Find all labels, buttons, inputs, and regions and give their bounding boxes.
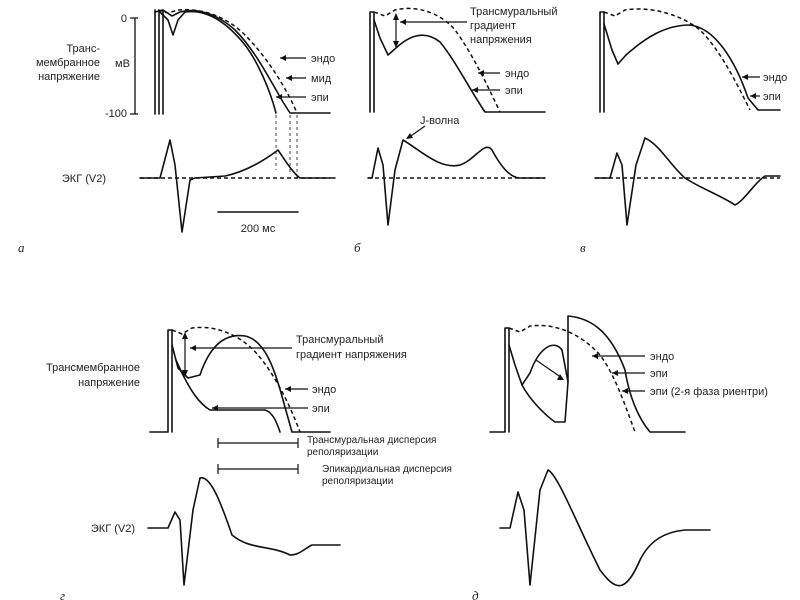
ecg-label-a: ЭКГ (V2): [62, 173, 106, 185]
epi-reentry-ap-curve-d: [508, 315, 686, 433]
reentry-arrowhead: [557, 374, 564, 380]
ecg-label-g: ЭКГ (V2): [91, 523, 135, 535]
panel-g: Трансмембранное напряжение Трансмуральны…: [46, 326, 452, 600]
transmembrane-label-g-line2: напряжение: [78, 377, 140, 389]
endo-arrowhead: [280, 55, 286, 61]
epi-ap-curve-b: [373, 19, 546, 113]
epi-ap-curve-c: [603, 23, 781, 111]
transmembrane-label-line1: Транс-: [66, 43, 100, 55]
ecg-trace-c: [594, 137, 781, 226]
endo-ap-curve-g: [171, 326, 301, 433]
panel-label-c: в: [580, 240, 586, 255]
endo-arrowhead-c: [742, 74, 748, 80]
panel-b: Трансмуральный градиент напряжения эндо …: [354, 6, 557, 255]
panel-c: эндо эпи в: [580, 8, 787, 255]
jwave-label: J-волна: [420, 115, 460, 127]
tick-minus100: -100: [105, 108, 127, 120]
epi-arrowhead-d: [612, 370, 618, 376]
transmembrane-label-g-line1: Трансмембранное: [46, 362, 140, 374]
mid-arrowhead: [286, 75, 292, 81]
transmural-dispersion-line1: Трансмуральная дисперсия: [307, 435, 436, 446]
tick-zero: 0: [121, 13, 127, 25]
upstroke-c: [599, 11, 605, 113]
upstroke-lines: [154, 9, 164, 115]
panel-label-g: г: [60, 588, 65, 600]
reentry-arrow: [535, 359, 563, 379]
panel-d: эндо эпи эпи (2-я фаза риентри) д: [472, 315, 768, 600]
epi-arrowhead: [276, 94, 282, 100]
endo-label-g: эндо: [312, 384, 336, 396]
projection-lines: [275, 115, 298, 178]
endo-arrowhead-g: [285, 386, 291, 392]
gradient-pointer-head-g: [190, 345, 196, 351]
gradient-label-line3: напряжения: [470, 34, 532, 46]
epi-label-c: эпи: [763, 91, 781, 103]
epi-arrowhead-g: [212, 405, 218, 411]
gradient-label-line2: градиент: [470, 20, 516, 32]
gradient-pointer-head: [400, 19, 406, 25]
endo-label-c: эндо: [763, 72, 787, 84]
mid-ap-curve: [157, 8, 298, 114]
transmural-dispersion-line2: реполяризации: [307, 447, 378, 458]
epi-ap-curve: [159, 10, 277, 114]
upstroke-g: [149, 329, 173, 433]
epi-repolarization-g: [175, 359, 281, 433]
endo-label-d: эндо: [650, 351, 674, 363]
epicardial-dispersion-line2: реполяризации: [322, 476, 393, 487]
endo-arrowhead-d: [592, 353, 598, 359]
panel-label-b: б: [354, 240, 361, 255]
endo-ap-curve: [154, 9, 331, 114]
epi-arrowhead-c: [750, 93, 756, 99]
transmural-dispersion-ticks: [217, 438, 299, 448]
epi-label-a: эпи: [311, 92, 329, 104]
epicardial-dispersion-ticks: [217, 464, 299, 474]
panel-a: Транс- мембранное напряжение мВ 0 -100 э…: [18, 8, 336, 255]
epi-ap-curve-d: [521, 381, 569, 423]
epi-label-g: эпи: [312, 403, 330, 415]
upstroke-b: [369, 11, 375, 113]
ecg-trace-g: [147, 477, 341, 586]
epi-reentry-label: эпи (2-я фаза риентри): [650, 386, 768, 398]
epi-label-b: эпи: [505, 85, 523, 97]
transmembrane-label-line2: мембранное: [36, 57, 100, 69]
gradient-arrowheads: [393, 13, 399, 48]
endo-label-b: эндо: [505, 68, 529, 80]
epi-ap-curve-g: [171, 334, 331, 433]
ecg-trace-a: [139, 139, 336, 233]
endo-ap-curve-b: [373, 7, 501, 113]
epi-reentry-arrowhead: [622, 388, 628, 394]
panel-label-d: д: [472, 588, 479, 600]
transmembrane-label-line3: напряжение: [38, 71, 100, 83]
unit-mv: мВ: [115, 58, 130, 70]
upstroke-d: [489, 327, 510, 433]
epi-arrowhead-b: [472, 87, 478, 93]
endo-label-a: эндо: [311, 53, 335, 65]
endo-ap-curve-d: [508, 324, 636, 433]
panel-label-a: а: [18, 240, 25, 255]
endo-ap-curve-c: [603, 8, 751, 111]
epicardial-dispersion-line1: Эпикардиальная дисперсия: [322, 464, 452, 475]
gradient-label-g-line1: Трансмуральный: [296, 334, 383, 346]
ecg-trace-b: [367, 139, 546, 226]
scale-label: 200 мс: [241, 223, 276, 235]
gradient-label-g-line2: градиент напряжения: [296, 349, 407, 361]
epi-label-d: эпи: [650, 368, 668, 380]
jwave-arrowhead: [406, 133, 413, 139]
voltage-axis: [130, 17, 138, 115]
endo-arrowhead-b: [478, 70, 484, 76]
ecg-trace-d: [499, 469, 711, 587]
gradient-label-line1: Трансмуральный: [470, 6, 557, 18]
mid-label: мид: [311, 73, 332, 85]
